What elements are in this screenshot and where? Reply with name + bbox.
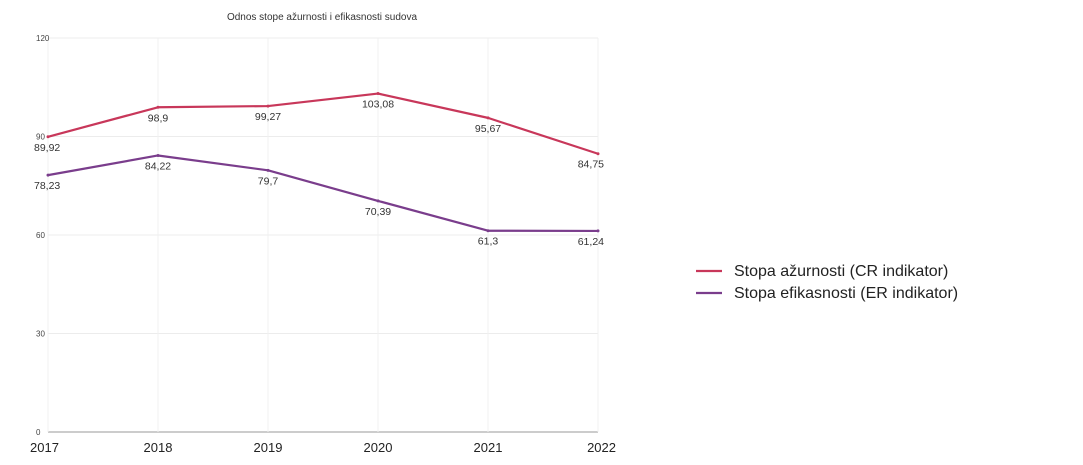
- data-label: 61,3: [478, 236, 499, 248]
- data-label: 84,75: [578, 159, 604, 171]
- data-label: 98,9: [148, 112, 169, 124]
- y-tick-label: 0: [36, 428, 41, 437]
- data-label: 103,08: [362, 99, 394, 111]
- x-tick-label: 2021: [474, 440, 503, 455]
- y-tick-label: 90: [36, 133, 45, 142]
- data-label: 99,27: [255, 111, 281, 123]
- x-tick-label: 2022: [587, 440, 616, 455]
- chart-title: Odnos stope ažurnosti i efikasnosti sudo…: [227, 12, 418, 23]
- y-tick-label: 30: [36, 330, 45, 339]
- data-label: 95,67: [475, 123, 501, 135]
- y-tick-label: 60: [36, 231, 45, 240]
- x-tick-label: 2019: [254, 440, 283, 455]
- series-lines: [46, 92, 600, 233]
- data-point: [266, 104, 270, 108]
- data-label: 89,92: [34, 142, 60, 154]
- data-label: 78,23: [34, 180, 60, 192]
- grid-lines: [47, 37, 599, 433]
- data-point: [596, 152, 600, 156]
- series-line-1: [47, 92, 599, 155]
- data-point: [376, 92, 380, 96]
- data-label: 61,24: [578, 236, 604, 248]
- legend: Stopa ažurnosti (CR indikator) Stopa efik…: [696, 263, 958, 302]
- x-axis-ticks: 2017 2018 2019 2020 2021 2022: [30, 440, 616, 455]
- legend-label-2: Stopa efikasnosti (ER indikator): [734, 285, 958, 302]
- data-point: [156, 153, 160, 157]
- data-label: 79,7: [258, 175, 279, 187]
- data-point: [46, 135, 50, 139]
- data-point: [486, 229, 490, 233]
- data-point: [266, 168, 270, 172]
- data-point: [376, 199, 380, 203]
- data-point: [156, 105, 160, 109]
- series-line-2: [47, 154, 599, 233]
- x-tick-label: 2017: [30, 440, 59, 455]
- data-point: [46, 173, 50, 177]
- y-axis-ticks: 0 30 60 90 120: [36, 34, 50, 437]
- data-point: [596, 229, 600, 233]
- data-label: 70,39: [365, 206, 391, 218]
- x-tick-label: 2018: [144, 440, 173, 455]
- y-tick-label: 120: [36, 34, 50, 43]
- data-label: 84,22: [145, 160, 171, 172]
- x-tick-label: 2020: [364, 440, 393, 455]
- data-labels: 89,92 98,9 99,27 103,08 95,67 84,75 78,23 84,22…: [34, 99, 604, 248]
- data-point: [486, 116, 490, 120]
- legend-label-1: Stopa ažurnosti (CR indikator): [734, 263, 948, 280]
